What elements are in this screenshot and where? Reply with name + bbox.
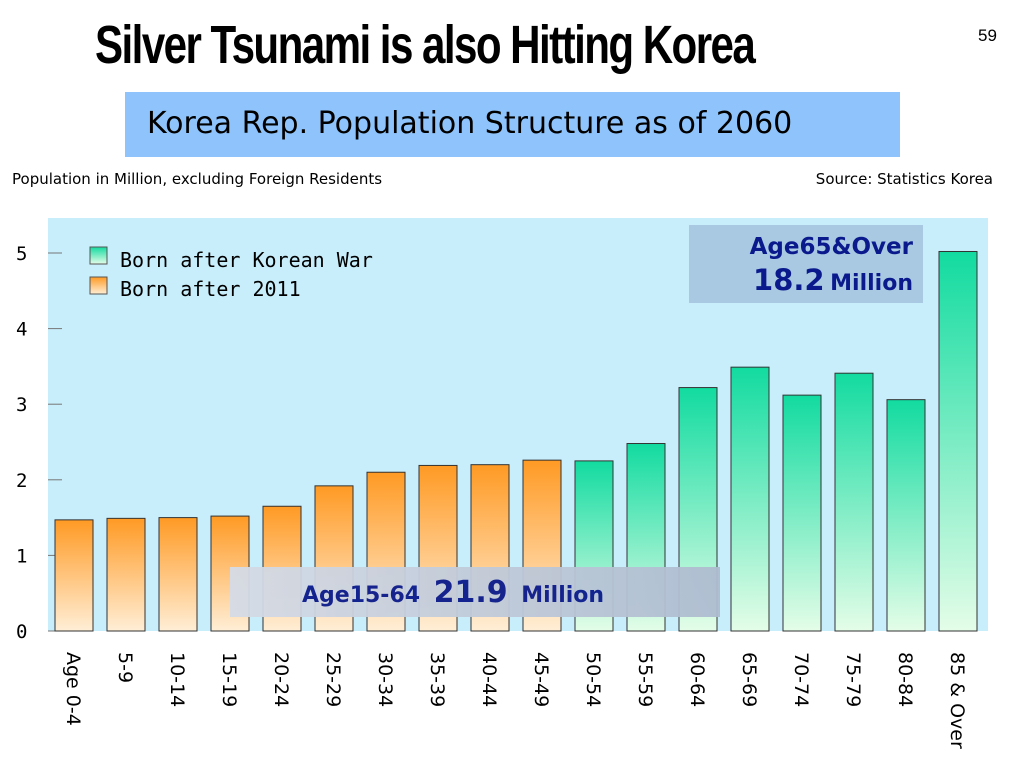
legend: Born after Korean War Born after 2011 [89, 246, 373, 301]
chart-title-banner: Korea Rep. Population Structure as of 20… [125, 92, 900, 157]
x-axis-category-label: 25-29 [322, 652, 344, 707]
x-axis-category-label: 85 & Over [946, 652, 968, 749]
x-axis-category-label: 60-64 [686, 652, 708, 707]
y-axis-tick-label: 3 [16, 394, 27, 416]
x-axis-category-label: 50-54 [582, 652, 604, 707]
bar-born-after-2011 [158, 517, 198, 632]
age1564-label: Age15-64 [302, 583, 421, 608]
y-axis-tick-label: 0 [16, 621, 27, 643]
bar-born-after-2011 [106, 517, 146, 632]
x-axis-category-label: 40-44 [478, 652, 500, 707]
chart-source-note: Source: Statistics Korea [815, 170, 993, 188]
bar-born-after-korean-war [886, 399, 926, 632]
slide-title: Silver Tsunami is also Hitting Korea [95, 15, 756, 75]
x-axis-category-label: 15-19 [218, 652, 240, 707]
chart-title: Korea Rep. Population Structure as of 20… [147, 106, 793, 141]
y-axis-tick-label: 4 [16, 319, 27, 341]
legend-label-orange: Born after 2011 [120, 277, 301, 301]
legend-swatch-green [89, 246, 108, 265]
age65-value: 18.2 [753, 263, 825, 297]
x-axis-category-label: 20-24 [270, 652, 292, 707]
bar-born-after-korean-war [730, 366, 770, 632]
x-axis-category-label: 10-14 [166, 652, 188, 707]
x-axis-category-label: 80-84 [894, 652, 916, 707]
y-axis-tick-label: 1 [16, 545, 27, 567]
x-axis-category-label: 55-59 [634, 652, 656, 707]
age1564-unit: Million [521, 583, 605, 608]
chart-units-note: Population in Million, excluding Foreign… [12, 170, 383, 188]
x-axis-category-label: 35-39 [426, 652, 448, 707]
bar-born-after-korean-war [834, 372, 874, 632]
age1564-value: 21.9 [433, 575, 508, 610]
x-axis-category-label: 70-74 [790, 652, 812, 707]
age65-annotation: Age65&Over 18.2 Million [689, 225, 923, 303]
y-axis-tick-label: 2 [16, 470, 27, 492]
legend-swatch-orange [89, 276, 108, 295]
x-axis-category-label: 65-69 [738, 652, 760, 707]
x-axis-category-label: 5-9 [114, 652, 136, 683]
age1564-annotation: Age15-64 21.9 Million [230, 567, 720, 617]
page-number: 59 [978, 26, 997, 45]
x-axis-category-label: 30-34 [374, 652, 396, 707]
bar-born-after-korean-war [782, 394, 822, 632]
age65-unit: Million [830, 271, 913, 296]
legend-label-green: Born after Korean War [120, 248, 373, 272]
y-axis-tick-label: 5 [16, 243, 27, 265]
bar-born-after-korean-war [938, 250, 978, 632]
x-axis-category-label: 75-79 [842, 652, 864, 707]
bar-born-after-2011 [54, 519, 94, 632]
age65-label: Age65&Over [749, 234, 913, 260]
x-axis-category-label: Age 0-4 [62, 652, 84, 726]
x-axis-category-label: 45-49 [530, 652, 552, 707]
